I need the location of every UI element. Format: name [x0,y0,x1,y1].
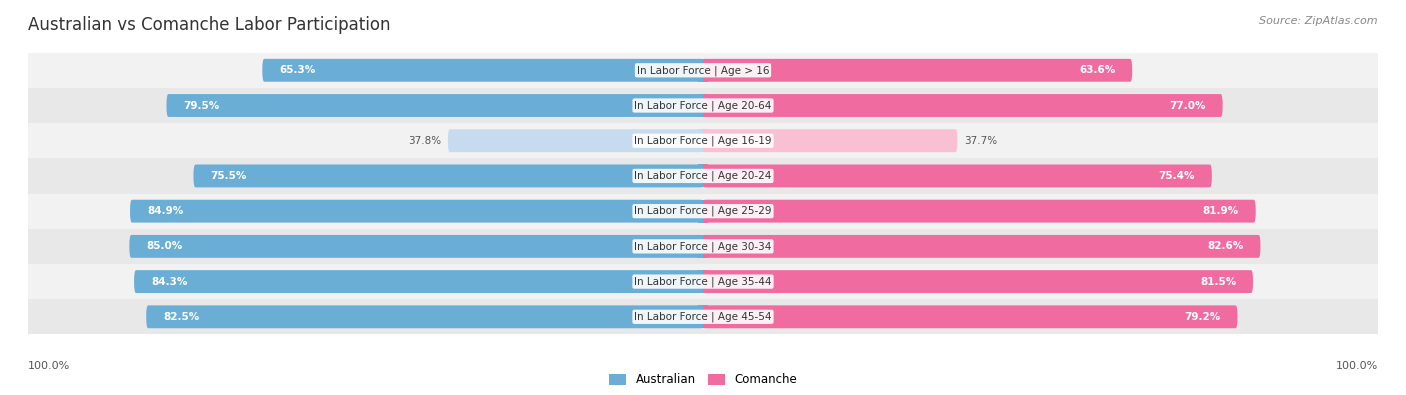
Bar [703,164,709,187]
Text: In Labor Force | Age 20-24: In Labor Force | Age 20-24 [634,171,772,181]
FancyBboxPatch shape [703,200,1256,223]
Bar [697,235,703,258]
Text: 81.5%: 81.5% [1199,276,1236,287]
Bar [703,94,709,117]
Bar [28,299,1378,335]
Text: 75.4%: 75.4% [1159,171,1195,181]
FancyBboxPatch shape [703,305,1237,328]
Text: 65.3%: 65.3% [280,65,315,75]
Text: In Labor Force | Age 35-44: In Labor Force | Age 35-44 [634,276,772,287]
Bar [697,59,703,82]
Bar [28,88,1378,123]
Text: 84.3%: 84.3% [150,276,187,287]
Text: 79.2%: 79.2% [1184,312,1220,322]
Text: In Labor Force | Age 30-34: In Labor Force | Age 30-34 [634,241,772,252]
Bar [28,53,1378,88]
Text: In Labor Force | Age 45-54: In Labor Force | Age 45-54 [634,312,772,322]
Text: 82.5%: 82.5% [163,312,200,322]
Text: Source: ZipAtlas.com: Source: ZipAtlas.com [1260,16,1378,26]
Bar [697,164,703,187]
Bar [703,129,709,152]
FancyBboxPatch shape [703,94,1223,117]
FancyBboxPatch shape [449,129,703,152]
FancyBboxPatch shape [703,129,957,152]
FancyBboxPatch shape [134,270,703,293]
Bar [28,158,1378,194]
FancyBboxPatch shape [703,59,1132,82]
Bar [28,123,1378,158]
Bar [697,305,703,328]
Text: 79.5%: 79.5% [183,100,219,111]
FancyBboxPatch shape [129,235,703,258]
Bar [703,235,709,258]
Text: In Labor Force | Age > 16: In Labor Force | Age > 16 [637,65,769,75]
Bar [697,200,703,223]
FancyBboxPatch shape [194,164,703,187]
FancyBboxPatch shape [166,94,703,117]
FancyBboxPatch shape [703,164,1212,187]
Text: In Labor Force | Age 20-64: In Labor Force | Age 20-64 [634,100,772,111]
Text: 100.0%: 100.0% [1336,361,1378,371]
Bar [697,129,703,152]
Bar [28,194,1378,229]
Bar [703,200,709,223]
Text: In Labor Force | Age 16-19: In Labor Force | Age 16-19 [634,135,772,146]
Text: 85.0%: 85.0% [146,241,183,251]
Bar [703,59,709,82]
FancyBboxPatch shape [703,235,1260,258]
Bar [703,270,709,293]
Text: 63.6%: 63.6% [1078,65,1115,75]
Bar [28,229,1378,264]
Bar [697,270,703,293]
Text: 37.8%: 37.8% [408,136,441,146]
FancyBboxPatch shape [263,59,703,82]
Text: 81.9%: 81.9% [1202,206,1239,216]
Bar [703,305,709,328]
Text: 100.0%: 100.0% [28,361,70,371]
Text: 84.9%: 84.9% [146,206,183,216]
FancyBboxPatch shape [129,200,703,223]
FancyBboxPatch shape [703,270,1253,293]
Text: 77.0%: 77.0% [1170,100,1206,111]
Text: 82.6%: 82.6% [1208,241,1243,251]
Text: 37.7%: 37.7% [965,136,997,146]
Text: 75.5%: 75.5% [211,171,246,181]
FancyBboxPatch shape [146,305,703,328]
Bar [697,94,703,117]
Text: Australian vs Comanche Labor Participation: Australian vs Comanche Labor Participati… [28,16,391,34]
Text: In Labor Force | Age 25-29: In Labor Force | Age 25-29 [634,206,772,216]
Bar [28,264,1378,299]
Legend: Australian, Comanche: Australian, Comanche [609,373,797,386]
